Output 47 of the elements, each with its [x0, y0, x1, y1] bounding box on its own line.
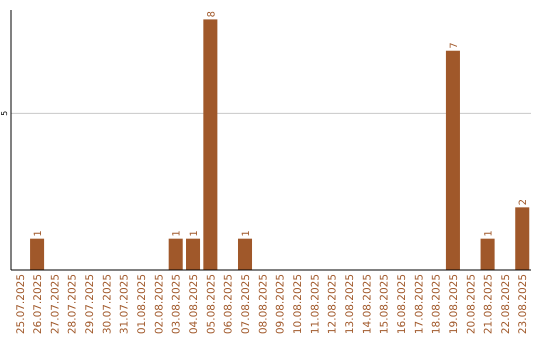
x-tick-label: 21.08.2025 [482, 274, 495, 334]
x-tick-label: 02.08.2025 [153, 274, 166, 334]
y-tick-label: 5 [0, 110, 9, 116]
x-tick-label: 13.08.2025 [344, 274, 356, 334]
bar [480, 238, 495, 270]
x-tick-label: 18.08.2025 [430, 274, 443, 334]
bar [203, 19, 218, 270]
x-tick-label: 20.08.2025 [465, 274, 478, 334]
x-tick-label: 19.08.2025 [448, 274, 460, 334]
bar [446, 50, 460, 270]
x-tick-label: 01.08.2025 [136, 274, 148, 334]
x-tick-label: 10.08.2025 [292, 274, 304, 334]
bar [238, 238, 252, 270]
x-tick-label: 23.08.2025 [517, 274, 530, 334]
data-label: 8 [206, 11, 218, 18]
bar [186, 238, 200, 270]
x-tick-label: 17.08.2025 [413, 274, 426, 334]
data-label: 1 [189, 230, 200, 237]
x-tick-label: 07.08.2025 [240, 274, 252, 334]
x-tick-label: 15.08.2025 [378, 274, 391, 334]
data-label: 1 [484, 230, 495, 237]
x-tick-label: 28.07.2025 [66, 274, 79, 334]
x-tick-label: 29.07.2025 [84, 274, 96, 334]
x-tick-label: 09.08.2025 [274, 274, 287, 334]
x-tick-label: 05.08.2025 [205, 274, 218, 334]
bar [515, 207, 530, 270]
bar [168, 238, 183, 270]
x-tick-label: 30.07.2025 [101, 274, 114, 334]
data-label: 2 [518, 198, 530, 206]
x-tick-label: 25.07.2025 [14, 274, 27, 334]
x-tick-label: 22.08.2025 [500, 274, 512, 334]
x-tick-label: 16.08.2025 [396, 274, 408, 334]
data-label: 1 [33, 230, 44, 237]
x-tick-label: 27.07.2025 [49, 274, 62, 334]
x-tick-label: 04.08.2025 [188, 274, 200, 334]
x-tick-label: 26.07.2025 [32, 274, 44, 334]
x-tick-label: 31.07.2025 [118, 274, 131, 334]
x-tick-label: 12.08.2025 [326, 274, 339, 334]
x-tick-label: 06.08.2025 [222, 274, 235, 334]
data-label: 7 [448, 42, 460, 49]
bar [30, 238, 44, 270]
data-label: 1 [241, 230, 252, 237]
x-tick-label: 14.08.2025 [361, 274, 374, 334]
x-tick-label: 03.08.2025 [170, 274, 183, 334]
x-tick-label: 11.08.2025 [309, 274, 322, 334]
data-label: 1 [172, 230, 183, 237]
x-tick-label: 08.08.2025 [257, 274, 270, 334]
